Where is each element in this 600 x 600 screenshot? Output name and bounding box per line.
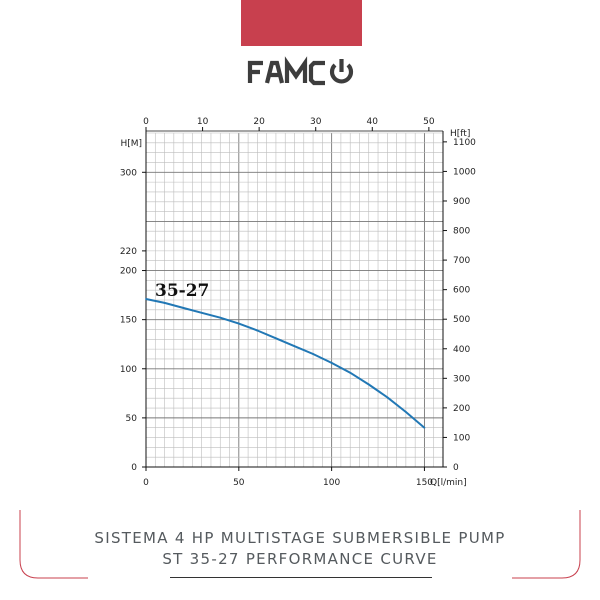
bottom-tick-label: 150 bbox=[416, 478, 433, 488]
right-tick-label: 1000 bbox=[453, 167, 476, 177]
right-tick-label: 200 bbox=[453, 404, 470, 414]
series-point bbox=[200, 311, 203, 314]
series-line-35-27 bbox=[145, 298, 426, 429]
series-point bbox=[312, 353, 314, 355]
series-point bbox=[256, 329, 259, 332]
left-tick-label: 50 bbox=[126, 414, 138, 424]
left-tick-label: 100 bbox=[120, 365, 137, 375]
right-tick-label: 400 bbox=[453, 345, 470, 355]
left-axis-ticks: 0 50 100 150 200 220 300 bbox=[120, 168, 146, 473]
famco-logo bbox=[247, 56, 354, 86]
top-tick-label: 30 bbox=[310, 117, 322, 127]
right-tick-label: 900 bbox=[453, 197, 470, 207]
top-tick-label: 40 bbox=[367, 117, 379, 127]
top-tick-label: 0 bbox=[143, 117, 149, 127]
series-point bbox=[219, 316, 222, 319]
bottom-tick-label: 0 bbox=[143, 478, 149, 488]
right-tick-label: 300 bbox=[453, 374, 470, 384]
top-tick-label: 10 bbox=[197, 117, 209, 127]
bottom-tick-label: 100 bbox=[323, 478, 340, 488]
left-tick-label: 300 bbox=[120, 168, 137, 178]
series-point bbox=[349, 371, 352, 374]
logo-letters bbox=[247, 56, 354, 86]
right-tick-label: 1100 bbox=[453, 138, 476, 148]
top-tick-label: 20 bbox=[253, 117, 265, 127]
series-point bbox=[275, 337, 277, 340]
caption-line-1: SISTEMA 4 HP MULTISTAGE SUBMERSIBLE PUMP bbox=[94, 529, 506, 547]
caption-underline bbox=[170, 577, 432, 578]
right-tick-label: 0 bbox=[453, 463, 459, 473]
series-point bbox=[182, 306, 185, 309]
series-point bbox=[367, 383, 370, 386]
left-tick-label: 0 bbox=[131, 463, 137, 473]
series-label: 35-27 bbox=[155, 281, 209, 301]
bottom-tick-label: 50 bbox=[233, 478, 245, 488]
bottom-axis-label: Q[l/min] bbox=[430, 478, 467, 488]
caption-line-2: ST 35-27 PERFORMANCE CURVE bbox=[162, 550, 438, 568]
right-tick-label: 700 bbox=[453, 256, 470, 266]
right-tick-label: 100 bbox=[453, 433, 470, 443]
series-point bbox=[330, 361, 333, 364]
series-points bbox=[145, 298, 426, 429]
right-axis-ticks: 0 100 200 300 400 500 600 700 800 900 1000 1100 bbox=[443, 138, 476, 473]
brand-accent-bar bbox=[241, 0, 362, 46]
right-tick-label: 500 bbox=[453, 315, 470, 325]
left-axis-label: H[M] bbox=[120, 139, 142, 149]
series-point bbox=[145, 298, 147, 300]
right-tick-label: 800 bbox=[453, 227, 470, 237]
series-point bbox=[386, 396, 389, 399]
series-point bbox=[423, 426, 426, 429]
left-tick-label: 200 bbox=[120, 267, 137, 277]
series-point bbox=[293, 345, 296, 348]
right-axis-label: H[ft] bbox=[450, 129, 470, 139]
series-point bbox=[163, 302, 166, 304]
series-point bbox=[404, 411, 407, 413]
top-axis-ticks: 0 10 20 30 40 50 bbox=[143, 117, 435, 131]
right-tick-label: 600 bbox=[453, 286, 470, 296]
series-point bbox=[237, 322, 240, 325]
left-tick-label: 220 bbox=[120, 247, 137, 257]
top-tick-label: 50 bbox=[423, 117, 435, 127]
left-tick-label: 150 bbox=[120, 316, 137, 326]
bottom-axis-ticks: 0 50 100 150 bbox=[143, 467, 433, 488]
